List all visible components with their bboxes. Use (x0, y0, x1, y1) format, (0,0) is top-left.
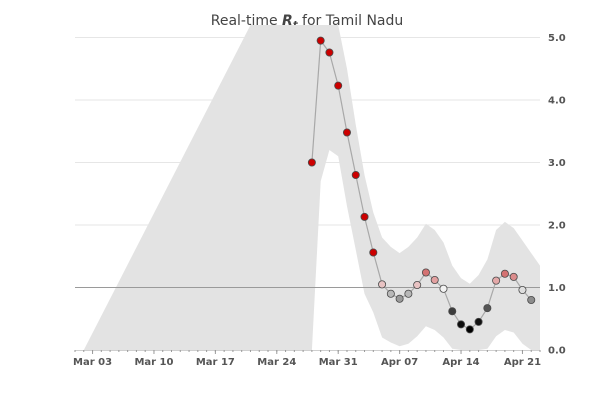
rt-point (519, 286, 526, 293)
rt-point (431, 276, 438, 283)
rt-point (449, 308, 456, 315)
rt-point (440, 285, 447, 292)
y-tick-label: 0.0 (548, 346, 566, 357)
rt-point (475, 318, 482, 325)
rt-point (493, 277, 500, 284)
rt-point (466, 326, 473, 333)
rt-point (361, 213, 368, 220)
rt-point (378, 281, 385, 288)
rt-point (308, 159, 315, 166)
x-tick-label: Mar 17 (196, 357, 235, 368)
rt-point (370, 249, 377, 256)
credible-interval-band (84, 25, 540, 350)
x-tick-label: Mar 24 (257, 357, 296, 368)
rt-point (405, 290, 412, 297)
rt-point (414, 281, 421, 288)
x-tick-label: Mar 31 (319, 357, 358, 368)
credible-interval (84, 25, 540, 350)
x-tick-label: Apr 07 (381, 357, 418, 368)
x-tick-label: Apr 14 (442, 357, 479, 368)
y-tick-label: 4.0 (548, 96, 566, 107)
y-axis: 0.0 1.0 2.0 3.0 4.0 5.0 (548, 33, 566, 357)
rt-point (352, 171, 359, 178)
x-axis: Mar 03 Mar 10 Mar 17 Mar 24 Mar 31 Apr 07 Apr … (73, 350, 541, 368)
rt-point (501, 270, 508, 277)
x-tick-label: Mar 03 (73, 357, 112, 368)
y-tick-label: 2.0 (548, 221, 566, 232)
rt-point (528, 296, 535, 303)
rt-point (335, 82, 342, 89)
rt-point (396, 295, 403, 302)
rt-point (510, 273, 517, 280)
x-tick-label: Mar 10 (134, 357, 173, 368)
y-tick-label: 5.0 (548, 33, 566, 44)
rt-point (317, 37, 324, 44)
rt-point (484, 305, 491, 312)
rt-point (343, 129, 350, 136)
rt-point (387, 290, 394, 297)
rt-point (326, 49, 333, 56)
rt-point (457, 321, 464, 328)
y-tick-label: 1.0 (548, 283, 566, 294)
x-tick-label: Apr 21 (504, 357, 541, 368)
y-tick-label: 3.0 (548, 158, 566, 169)
rt-point (422, 269, 429, 276)
